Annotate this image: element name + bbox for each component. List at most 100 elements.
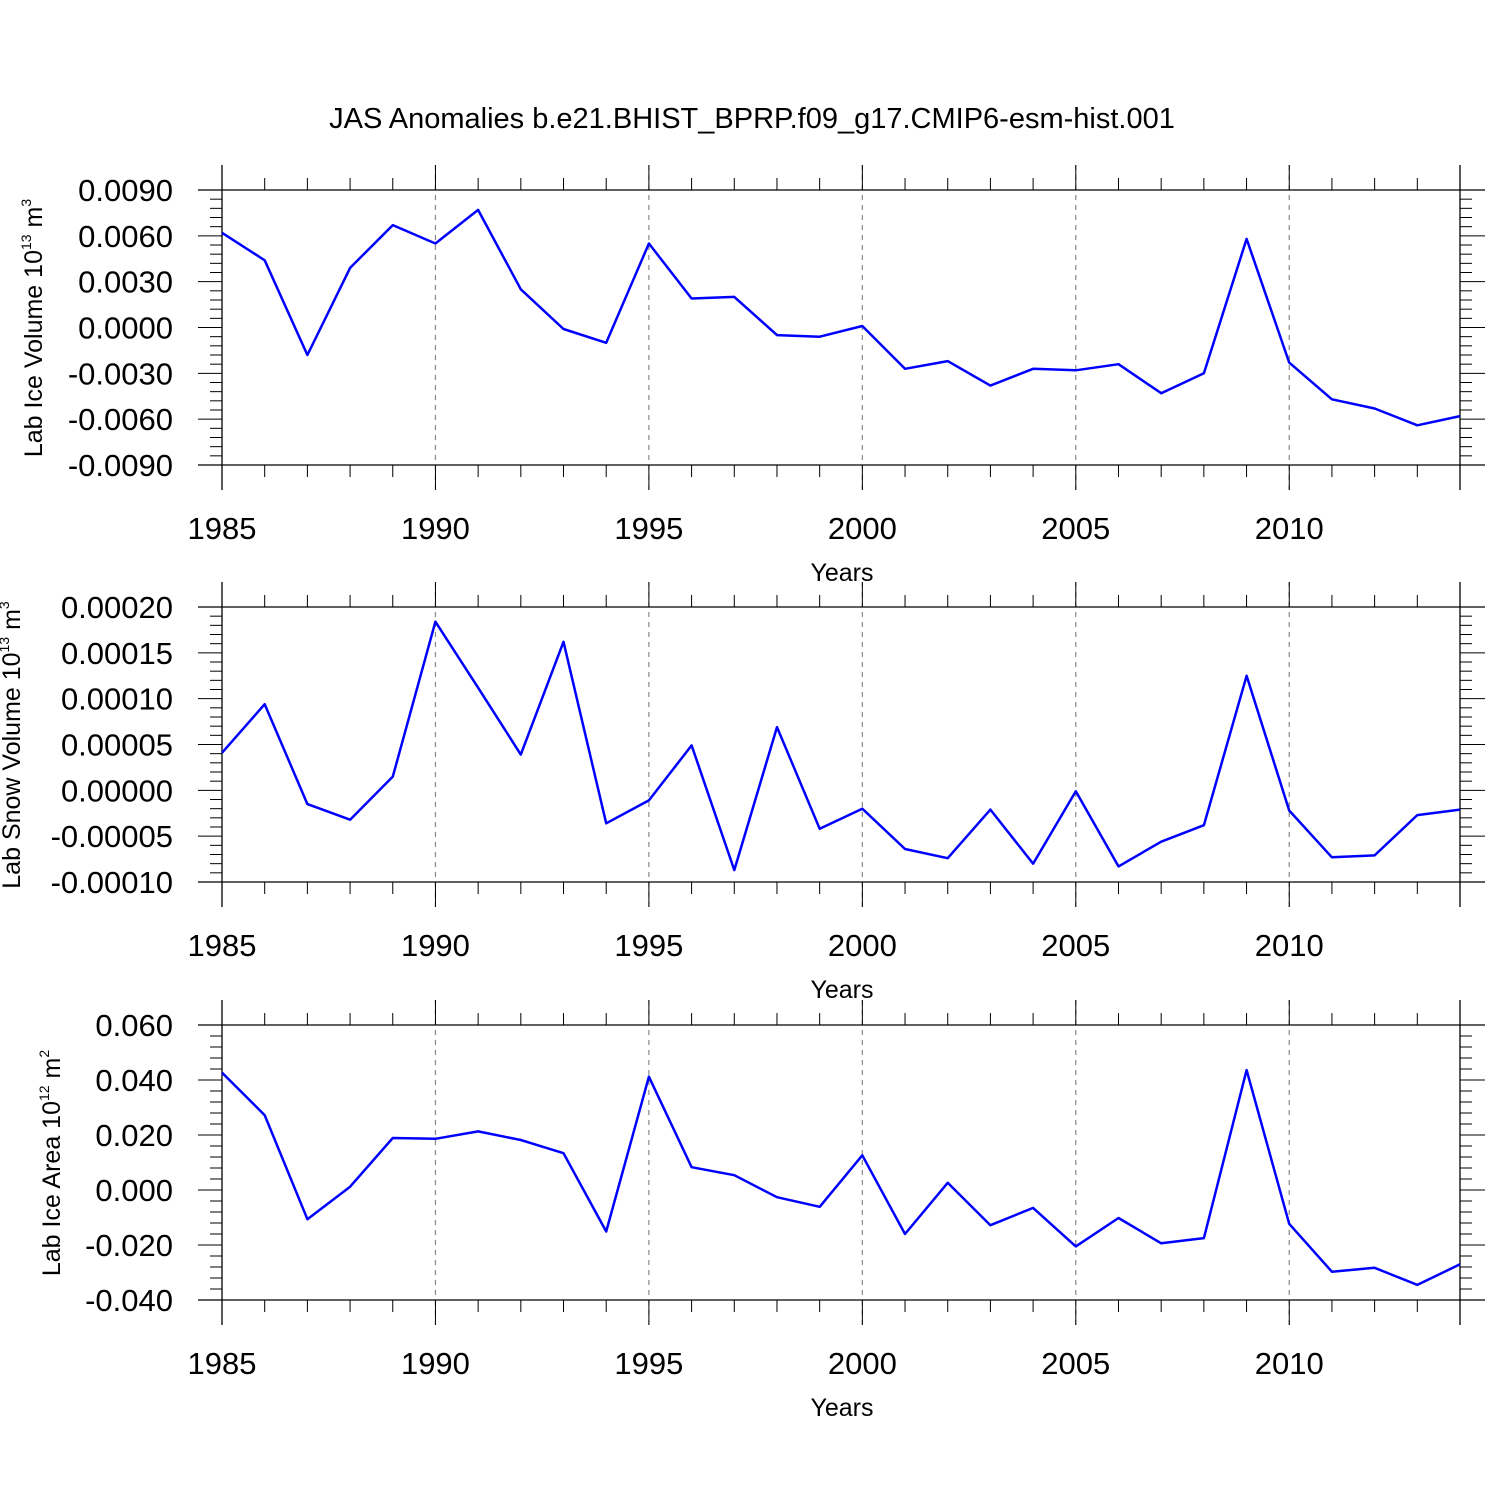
snow-volume-data-point bbox=[818, 827, 822, 831]
ice-volume-x-tick-label: 2010 bbox=[1255, 511, 1324, 546]
ice-area-data-point bbox=[775, 1195, 779, 1199]
snow-volume-y-tick-label: 0.00005 bbox=[61, 728, 173, 763]
snow-volume-y-tick-label: 0.00020 bbox=[61, 590, 173, 625]
ice-area-data-point bbox=[220, 1071, 224, 1075]
snow-volume-data-point bbox=[732, 868, 736, 872]
snow-volume-data-point bbox=[946, 856, 950, 860]
snow-volume-data-point bbox=[860, 807, 864, 811]
ice-area-data-point bbox=[476, 1129, 480, 1133]
snow-volume-data-point bbox=[263, 702, 267, 706]
snow-volume-data-point bbox=[220, 751, 224, 755]
ice-area-x-tick-label: 2005 bbox=[1041, 1346, 1110, 1381]
snow-volume-data-point bbox=[1245, 674, 1249, 678]
ice-volume-data-point bbox=[903, 367, 907, 371]
ice-volume-data-point bbox=[305, 353, 309, 357]
ice-volume-data-point bbox=[263, 258, 267, 262]
ice-volume-data-point bbox=[1031, 367, 1035, 371]
snow-volume-x-tick-label: 1995 bbox=[614, 928, 683, 963]
snow-volume-data-point bbox=[391, 775, 395, 779]
ice-area-data-point bbox=[604, 1230, 608, 1234]
ice-volume-x-axis-label: Years bbox=[810, 559, 873, 587]
ice-area-x-tick-label: 1985 bbox=[188, 1346, 257, 1381]
snow-volume-data-point bbox=[348, 818, 352, 822]
snow-volume-data-point bbox=[433, 620, 437, 624]
ice-volume-data-point bbox=[519, 287, 523, 291]
ice-area-data-point bbox=[1330, 1270, 1334, 1274]
snow-volume-data-point bbox=[604, 821, 608, 825]
snow-volume-data-point bbox=[305, 802, 309, 806]
ice-area-x-tick-label: 1995 bbox=[614, 1346, 683, 1381]
snow-volume-x-tick-label: 2000 bbox=[828, 928, 897, 963]
ice-area-y-axis-label: Lab Ice Area 1012 m2 bbox=[36, 1050, 66, 1277]
ice-area-data-point bbox=[1116, 1216, 1120, 1220]
ice-volume-data-point bbox=[690, 296, 694, 300]
snow-volume-panel: Lab Snow Volume 1013 m3 Years -0.00010 -0… bbox=[0, 582, 1485, 1004]
snow-volume-data-point bbox=[562, 640, 566, 644]
ice-area-data-point bbox=[1074, 1244, 1078, 1248]
ice-area-data-point bbox=[903, 1232, 907, 1236]
ice-area-data-point bbox=[1287, 1222, 1291, 1226]
ice-volume-y-tick-label: 0.0060 bbox=[78, 219, 173, 254]
figure-title: JAS Anomalies b.e21.BHIST_BPRP.f09_g17.C… bbox=[329, 103, 1175, 135]
ice-area-data-point bbox=[647, 1075, 651, 1079]
snow-volume-y-tick-label: 0.00015 bbox=[61, 636, 173, 671]
snow-volume-data-point bbox=[903, 847, 907, 851]
snow-volume-data-point bbox=[1031, 862, 1035, 866]
ice-volume-data-point bbox=[1116, 362, 1120, 366]
snow-volume-data-point bbox=[1202, 823, 1206, 827]
ice-volume-data-point bbox=[348, 266, 352, 270]
ice-volume-data-point bbox=[1245, 237, 1249, 241]
ice-volume-data-point bbox=[818, 335, 822, 339]
ice-volume-data-point bbox=[732, 295, 736, 299]
snow-volume-data-point bbox=[690, 743, 694, 747]
snow-volume-data-point bbox=[1330, 855, 1334, 859]
ice-volume-x-tick-label: 1985 bbox=[188, 511, 257, 546]
ice-area-data-point bbox=[562, 1151, 566, 1155]
ice-area-x-tick-label: 1990 bbox=[401, 1346, 470, 1381]
ice-volume-data-point bbox=[220, 231, 224, 235]
ice-volume-data-point bbox=[562, 327, 566, 331]
ice-volume-data-point bbox=[433, 241, 437, 245]
ice-area-data-point bbox=[988, 1223, 992, 1227]
snow-volume-x-tick-label: 2010 bbox=[1255, 928, 1324, 963]
ice-area-y-tick-label: 0.040 bbox=[95, 1063, 173, 1098]
snow-volume-data-point bbox=[476, 686, 480, 690]
ice-area-data-point bbox=[1458, 1262, 1462, 1266]
snow-volume-y-tick-label: 0.00000 bbox=[61, 773, 173, 808]
ice-area-data-point bbox=[1245, 1068, 1249, 1072]
ice-volume-data-point bbox=[476, 208, 480, 212]
ice-volume-series-line bbox=[221, 208, 1461, 427]
snow-volume-data-point bbox=[519, 753, 523, 757]
ice-area-data-point bbox=[305, 1217, 309, 1221]
snow-volume-data-point bbox=[1458, 808, 1462, 812]
ice-volume-y-tick-label: -0.0060 bbox=[68, 402, 173, 437]
ice-volume-data-point bbox=[1458, 414, 1462, 418]
ice-volume-data-point bbox=[604, 341, 608, 345]
ice-volume-y-tick-label: 0.0030 bbox=[78, 265, 173, 300]
ice-area-y-tick-label: -0.040 bbox=[85, 1283, 173, 1318]
ice-area-y-tick-label: 0.000 bbox=[95, 1173, 173, 1208]
ice-volume-x-tick-label: 2005 bbox=[1041, 511, 1110, 546]
ice-area-data-point bbox=[818, 1205, 822, 1209]
ice-volume-x-tick-label: 1990 bbox=[401, 511, 470, 546]
ice-area-data-point bbox=[860, 1153, 864, 1157]
ice-volume-x-tick-label: 2000 bbox=[828, 511, 897, 546]
ice-area-x-tick-label: 2010 bbox=[1255, 1346, 1324, 1381]
ice-area-data-point bbox=[1373, 1266, 1377, 1270]
ice-volume-data-point bbox=[1159, 391, 1163, 395]
ice-volume-data-point bbox=[1287, 361, 1291, 365]
ice-area-data-point bbox=[263, 1113, 267, 1117]
ice-volume-data-point bbox=[946, 359, 950, 363]
ice-area-data-point bbox=[690, 1165, 694, 1169]
ice-area-x-axis-label: Years bbox=[810, 1394, 873, 1422]
snow-volume-series-line bbox=[221, 620, 1461, 872]
ice-volume-data-point bbox=[775, 333, 779, 337]
ice-volume-y-tick-label: -0.0030 bbox=[68, 356, 173, 391]
snow-volume-data-point bbox=[1074, 789, 1078, 793]
ice-volume-y-tick-label: -0.0090 bbox=[68, 448, 173, 483]
snow-volume-data-point bbox=[1415, 813, 1419, 817]
ice-area-data-point bbox=[1031, 1206, 1035, 1210]
ice-volume-data-point bbox=[1415, 423, 1419, 427]
ice-area-data-point bbox=[433, 1137, 437, 1141]
